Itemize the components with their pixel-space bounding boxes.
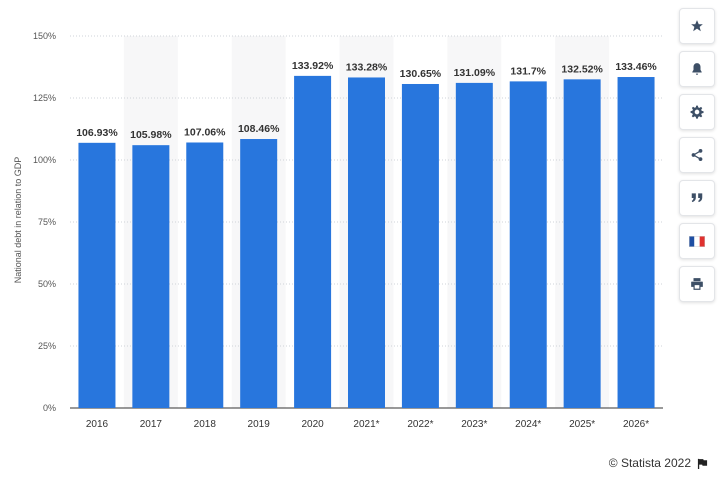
x-tick-label: 2023*	[461, 419, 487, 430]
x-tick-label: 2019	[248, 419, 271, 430]
y-tick-label: 75%	[38, 217, 56, 227]
x-axis-ticks: 2016 2017 2018 2019 2020 2021* 2022* 2023* 2024*…	[86, 419, 649, 430]
data-label: 106.93%	[76, 127, 118, 139]
language-button[interactable]	[679, 223, 715, 259]
bar[interactable]	[348, 77, 385, 408]
bar[interactable]	[132, 145, 170, 408]
x-tick-label: 2018	[194, 419, 217, 430]
data-label: 130.65%	[400, 68, 442, 80]
y-tick-label: 125%	[33, 93, 56, 103]
bar[interactable]	[455, 82, 493, 409]
y-tick-label: 25%	[38, 341, 56, 351]
x-tick-label: 2016	[86, 419, 109, 430]
bar[interactable]	[186, 142, 224, 408]
quote-icon	[691, 193, 703, 203]
y-tick-label: 0%	[43, 403, 56, 413]
chart-toolbar	[679, 8, 715, 302]
bar[interactable]	[563, 79, 601, 408]
star-icon	[691, 20, 703, 32]
y-tick-label: 50%	[38, 279, 56, 289]
y-tick-label: 150%	[33, 31, 56, 41]
notification-button[interactable]	[679, 51, 715, 87]
bell-icon	[692, 63, 702, 75]
x-tick-label: 2025*	[569, 419, 595, 430]
bar[interactable]	[78, 142, 116, 408]
french-flag-icon	[689, 235, 705, 247]
x-tick-label: 2021*	[353, 419, 379, 430]
bar[interactable]	[617, 77, 655, 409]
statista-credit[interactable]: © Statista 2022	[609, 456, 708, 470]
print-icon	[691, 278, 703, 290]
x-tick-label: 2026*	[623, 419, 649, 430]
data-label: 133.92%	[292, 60, 334, 72]
gear-icon	[690, 105, 704, 119]
x-tick-label: 2024*	[515, 419, 541, 430]
share-icon	[691, 149, 703, 161]
bar[interactable]	[509, 81, 547, 408]
bar[interactable]	[240, 139, 278, 408]
y-tick-label: 100%	[33, 155, 56, 165]
print-button[interactable]	[679, 266, 715, 302]
credit-text: © Statista 2022	[608, 456, 691, 470]
data-label: 108.46%	[238, 123, 280, 135]
cite-button[interactable]	[679, 180, 715, 216]
flag-icon	[697, 458, 708, 469]
bar[interactable]	[401, 83, 439, 408]
data-label: 131.7%	[510, 65, 546, 77]
data-label: 131.09%	[454, 67, 496, 79]
data-label: 133.46%	[615, 61, 657, 73]
x-tick-label: 2022*	[407, 419, 433, 430]
data-label: 107.06%	[184, 126, 226, 138]
bar[interactable]	[294, 75, 332, 408]
x-tick-label: 2020	[301, 419, 324, 430]
data-label: 105.98%	[130, 129, 172, 141]
data-label: 133.28%	[346, 61, 388, 73]
share-button[interactable]	[679, 137, 715, 173]
bars: 106.93% 105.98% 107.06% 108.46% 133.92% 133.2…	[76, 60, 657, 409]
favorite-button[interactable]	[679, 8, 715, 44]
data-label: 132.52%	[561, 63, 603, 75]
settings-button[interactable]	[679, 94, 715, 130]
y-axis-ticks: 0% 25% 50% 75% 100% 125% 150%	[33, 31, 56, 413]
y-axis-label: National debt in relation to GDP	[13, 157, 23, 284]
x-tick-label: 2017	[140, 419, 163, 430]
